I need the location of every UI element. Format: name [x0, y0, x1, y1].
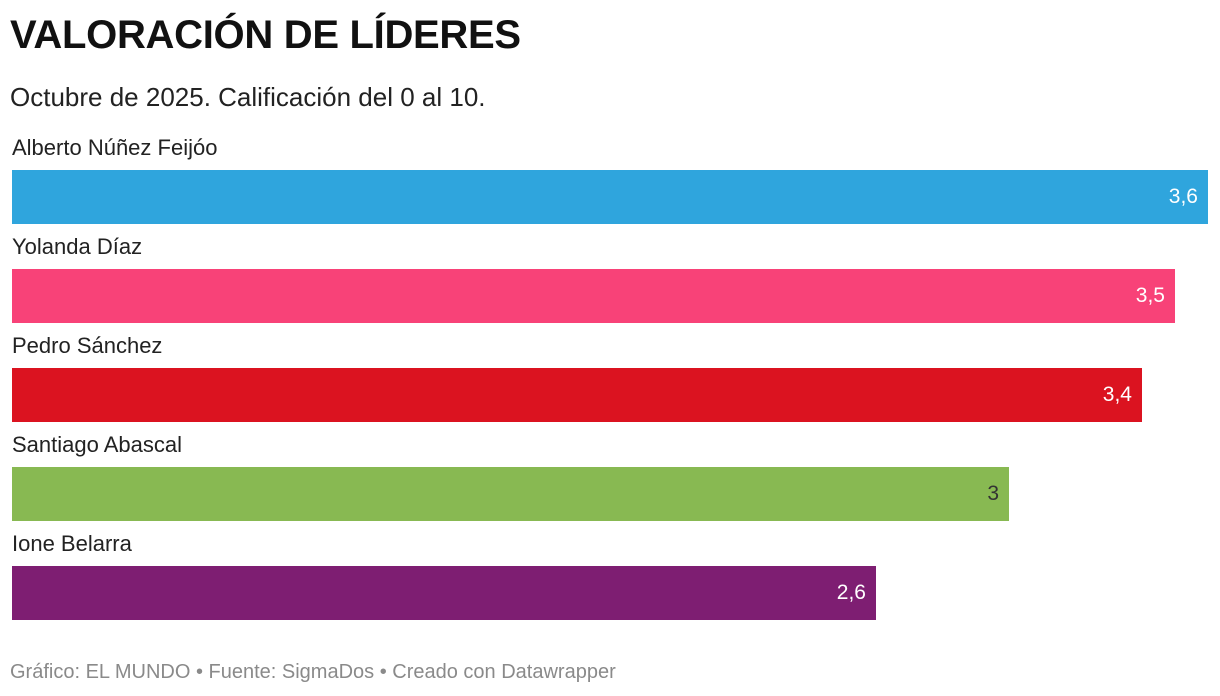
bar: 3,6 [12, 170, 1208, 224]
bar-row: Alberto Núñez Feijóo 3,6 [12, 130, 1208, 224]
bar-row: Ione Belarra 2,6 [12, 526, 1208, 620]
bar: 3,5 [12, 269, 1175, 323]
chart-footer: Gráfico: EL MUNDO • Fuente: SigmaDos • C… [10, 661, 616, 683]
bar-value-label: 3 [987, 482, 999, 505]
bar-chart: Alberto Núñez Feijóo 3,6 Yolanda Díaz 3,5 Pe… [12, 130, 1208, 630]
bar: 2,6 [12, 566, 876, 620]
category-label: Ione Belarra [12, 531, 132, 556]
category-label: Pedro Sánchez [12, 333, 163, 358]
bar-row: Pedro Sánchez 3,4 [12, 328, 1208, 422]
category-label: Yolanda Díaz [12, 234, 143, 259]
bar-value-label: 3,4 [1102, 383, 1132, 406]
bar: 3,4 [12, 368, 1142, 422]
bar-value-label: 3,6 [1168, 185, 1198, 208]
bar: 3 [12, 467, 1009, 521]
bar-value-label: 3,5 [1135, 284, 1165, 307]
bar-row: Santiago Abascal 3 [12, 427, 1208, 521]
chart-title: VALORACIÓN DE LÍDERES [10, 13, 521, 57]
category-label: Santiago Abascal [12, 432, 183, 457]
category-label: Alberto Núñez Feijóo [12, 135, 218, 160]
bar-value-label: 2,6 [836, 581, 866, 604]
chart-subtitle: Octubre de 2025. Calificación del 0 al 1… [10, 82, 486, 112]
bar-row: Yolanda Díaz 3,5 [12, 229, 1208, 323]
